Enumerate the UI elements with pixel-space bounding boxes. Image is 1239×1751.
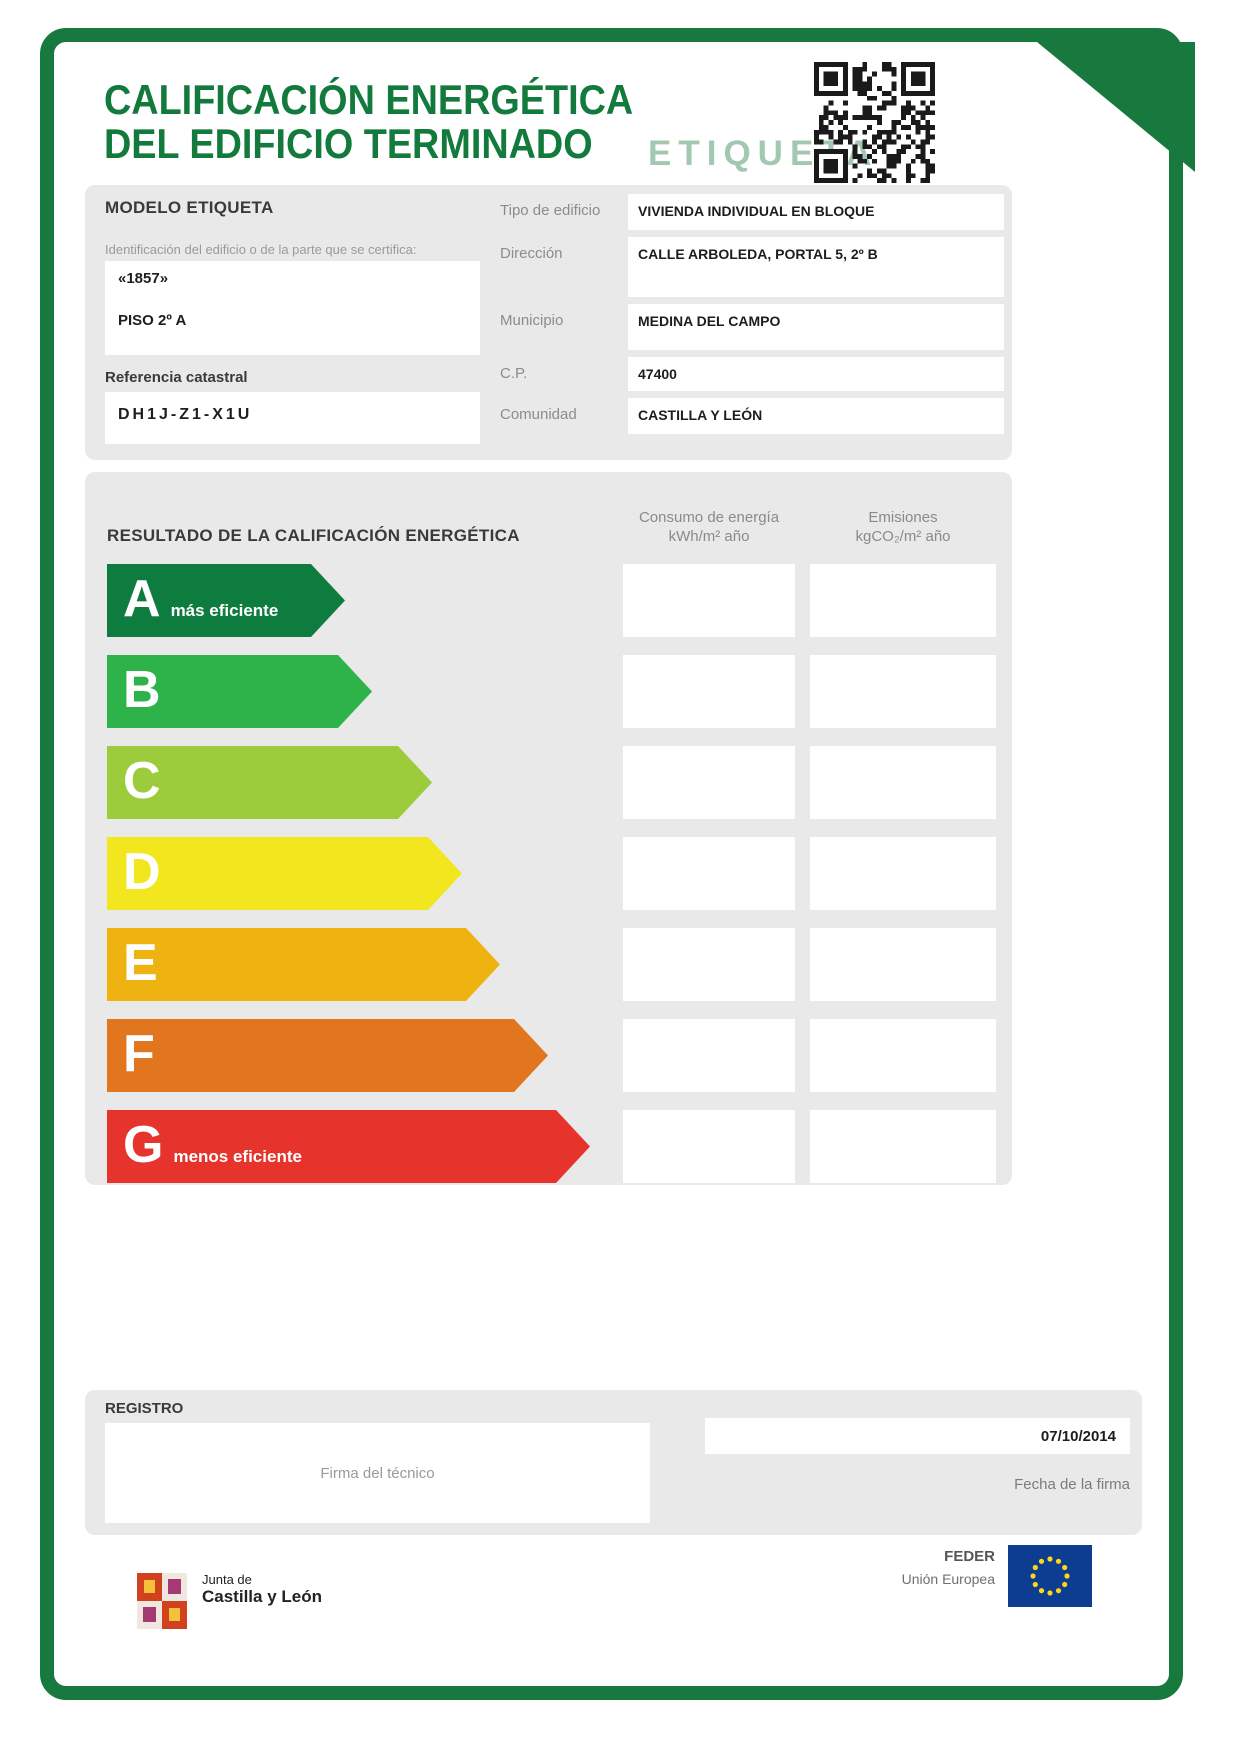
- signature-box: Firma del técnico: [105, 1423, 650, 1523]
- building-field-row: Dirección CALLE ARBOLEDA, PORTAL 5, 2º B: [500, 237, 1004, 297]
- field-value: CALLE ARBOLEDA, PORTAL 5, 2º B: [628, 237, 1004, 297]
- page-title-line1: CALIFICACIÓN ENERGÉTICA: [104, 76, 634, 123]
- consumo-cell: [623, 1019, 795, 1092]
- rating-caption: menos eficiente: [173, 1147, 302, 1166]
- consumo-cell: [623, 928, 795, 1001]
- regional-wordmark-line1: Junta de: [202, 1572, 252, 1587]
- emisiones-cell: [810, 1110, 996, 1183]
- rating-letter: E: [123, 934, 158, 992]
- rating-bar: E: [107, 928, 500, 1001]
- eu-funding-line1: FEDER: [944, 1548, 995, 1565]
- rating-letter: C: [123, 752, 161, 810]
- emisiones-header-line1: Emisiones: [868, 509, 938, 526]
- consumo-header-line2: kWh/m² año: [668, 528, 750, 545]
- consumo-cell: [623, 564, 795, 637]
- building-data-panel: MODELO ETIQUETA Identificación del edifi…: [85, 185, 1012, 460]
- regional-government-wordmark: Junta de Castilla y León: [202, 1572, 322, 1607]
- building-field-row: Municipio MEDINA DEL CAMPO: [500, 304, 1004, 350]
- emisiones-header-line2: kgCO₂/m² año: [855, 528, 951, 545]
- signature-placeholder: Firma del técnico: [320, 1464, 435, 1482]
- eu-flag-icon: [1008, 1545, 1092, 1607]
- rating-letter: B: [123, 661, 161, 719]
- qr-code-icon: [814, 62, 935, 183]
- identification-label: Identificación del edificio o de la part…: [105, 242, 417, 257]
- field-label: Municipio: [500, 312, 564, 329]
- regional-wordmark-line2: Castilla y León: [202, 1587, 322, 1606]
- building-field-row: Tipo de edificio VIVIENDA INDIVIDUAL EN …: [500, 194, 1004, 230]
- rating-letter: F: [123, 1025, 155, 1083]
- eu-funding-text: FEDER Unión Europea: [780, 1548, 995, 1587]
- page-title-line2: DEL EDIFICIO TERMINADO: [104, 120, 593, 167]
- field-label: Dirección: [500, 245, 563, 262]
- eu-funding-line2: Unión Europea: [901, 1571, 995, 1587]
- emisiones-cell: [810, 928, 996, 1001]
- emisiones-cell: [810, 655, 996, 728]
- rating-letter: D: [123, 843, 161, 901]
- rating-section-heading: RESULTADO DE LA CALIFICACIÓN ENERGÉTICA: [107, 526, 520, 545]
- field-label: Tipo de edificio: [500, 202, 601, 219]
- identification-line1: «1857»: [118, 270, 169, 287]
- emisiones-cell: [810, 564, 996, 637]
- field-value: MEDINA DEL CAMPO: [628, 304, 1004, 350]
- rating-scale-row: A más eficiente: [107, 564, 996, 637]
- identification-line2: PISO 2º A: [118, 312, 187, 329]
- consumo-header-line1: Consumo de energía: [638, 509, 780, 526]
- rating-scale-row: E: [107, 928, 996, 1001]
- rating-caption: más eficiente: [170, 601, 279, 620]
- rating-letter: G: [123, 1116, 164, 1174]
- rating-scale-row: G menos eficiente: [107, 1110, 996, 1183]
- consumo-cell: [623, 746, 795, 819]
- building-fields: Tipo de edificio VIVIENDA INDIVIDUAL EN …: [500, 194, 1004, 441]
- emisiones-cell: [810, 746, 996, 819]
- rating-scale-row: B: [107, 655, 996, 728]
- registro-date-value: 07/10/2014: [1040, 1427, 1116, 1445]
- emisiones-cell: [810, 837, 996, 910]
- consumo-cell: [623, 655, 795, 728]
- rating-bar: C: [107, 746, 432, 819]
- building-field-row: C.P. 47400: [500, 357, 1004, 391]
- rating-scale-row: C: [107, 746, 996, 819]
- rating-bar: F: [107, 1019, 548, 1092]
- registro-date-caption: Fecha de la firma: [1014, 1476, 1130, 1493]
- emisiones-column-header: Emisiones kgCO₂/m² año: [810, 508, 996, 550]
- cadastral-reference-value: DH1J-Z1-X1U: [118, 406, 253, 423]
- consumo-cell: [623, 1110, 795, 1183]
- field-value: CASTILLA Y LEÓN: [628, 398, 1004, 434]
- rating-scale-row: F: [107, 1019, 996, 1092]
- emisiones-cell: [810, 1019, 996, 1092]
- field-label: Comunidad: [500, 406, 577, 423]
- consumo-column-header: Consumo de energía kWh/m² año: [623, 508, 795, 550]
- cadastral-reference-label: Referencia catastral: [105, 369, 248, 386]
- rating-bar: G menos eficiente: [107, 1110, 590, 1183]
- registro-panel: REGISTRO Firma del técnico 07/10/2014 Fe…: [85, 1390, 1142, 1535]
- field-value: 47400: [628, 357, 1004, 391]
- rating-letter: A: [123, 570, 161, 628]
- building-field-row: Comunidad CASTILLA Y LEÓN: [500, 398, 1004, 434]
- consumo-cell: [623, 837, 795, 910]
- rating-bar: A más eficiente: [107, 564, 345, 637]
- field-label: C.P.: [500, 365, 528, 382]
- rating-scale-row: D: [107, 837, 996, 910]
- rating-header-row: RESULTADO DE LA CALIFICACIÓN ENERGÉTICA …: [107, 488, 996, 550]
- rating-panel: RESULTADO DE LA CALIFICACIÓN ENERGÉTICA …: [85, 472, 1012, 1185]
- green-border-frame: [40, 28, 1183, 1700]
- registro-section-heading: REGISTRO: [105, 1400, 184, 1417]
- identification-box: «1857» PISO 2º A: [105, 261, 480, 355]
- rating-bar: B: [107, 655, 372, 728]
- coat-of-arms-icon: [137, 1573, 187, 1629]
- field-value: VIVIENDA INDIVIDUAL EN BLOQUE: [628, 194, 1004, 230]
- registro-date-box: 07/10/2014: [705, 1418, 1130, 1454]
- cadastral-reference-box: DH1J-Z1-X1U: [105, 392, 480, 444]
- regional-government-logo-block: Junta de Castilla y León: [136, 1572, 322, 1630]
- rating-scale-rows: A más eficiente B C D: [107, 564, 996, 1183]
- rating-bar: D: [107, 837, 462, 910]
- building-section-heading: MODELO ETIQUETA: [105, 198, 274, 217]
- page-title: CALIFICACIÓN ENERGÉTICA DEL EDIFICIO TER…: [104, 78, 633, 166]
